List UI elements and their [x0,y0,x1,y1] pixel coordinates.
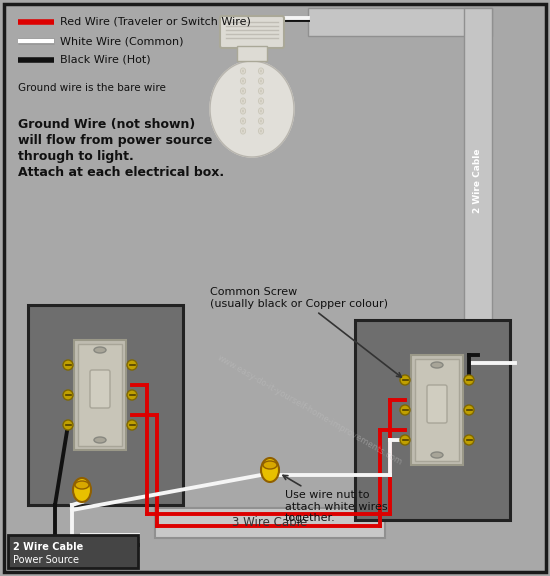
Ellipse shape [431,362,443,368]
Circle shape [63,360,73,370]
Ellipse shape [94,437,106,443]
Circle shape [464,405,474,415]
Text: Red Wire (Traveler or Switch Wire): Red Wire (Traveler or Switch Wire) [60,17,251,27]
Circle shape [127,360,137,370]
Ellipse shape [94,347,106,353]
Text: Attach at each electrical box.: Attach at each electrical box. [18,166,224,179]
Circle shape [63,390,73,400]
Circle shape [400,435,410,445]
Bar [8,535,138,568]
Bar [415,359,459,461]
Circle shape [400,405,410,415]
Text: White Wire (Common): White Wire (Common) [60,36,184,46]
Ellipse shape [263,461,277,469]
FancyBboxPatch shape [220,16,284,48]
Text: www.easy-do-it-yourself-home-improvements.com: www.easy-do-it-yourself-home-improvement… [216,353,404,467]
Text: 2 Wire Cable: 2 Wire Cable [474,149,482,213]
Text: 2 Wire Cable: 2 Wire Cable [13,542,83,552]
Bar [464,8,492,355]
Bar [355,320,510,520]
Text: Ground Wire (not shown): Ground Wire (not shown) [18,118,195,131]
Bar [411,355,463,465]
Ellipse shape [261,458,279,482]
Text: Common Screw
(usually black or Copper colour): Common Screw (usually black or Copper co… [210,287,402,377]
Circle shape [127,420,137,430]
Circle shape [400,375,410,385]
Text: Use wire nut to
attach white wires
together.: Use wire nut to attach white wires toget… [283,475,388,523]
Text: 3 Wire Cable: 3 Wire Cable [232,517,307,529]
Circle shape [63,420,73,430]
Bar [74,340,126,450]
Bar [78,344,122,446]
Bar [28,305,183,505]
Circle shape [464,375,474,385]
Bar [308,8,492,36]
Bar [237,46,267,61]
Circle shape [127,390,137,400]
Ellipse shape [73,478,91,502]
FancyBboxPatch shape [427,385,447,423]
FancyBboxPatch shape [90,370,110,408]
Ellipse shape [75,481,89,489]
Polygon shape [210,61,294,157]
Text: Black Wire (Hot): Black Wire (Hot) [60,55,151,65]
Text: through to light.: through to light. [18,150,134,163]
Text: Power Source: Power Source [13,555,79,565]
Text: will flow from power source: will flow from power source [18,134,212,147]
Bar [155,508,385,538]
Text: Ground wire is the bare wire: Ground wire is the bare wire [18,83,166,93]
Circle shape [464,435,474,445]
Ellipse shape [431,452,443,458]
